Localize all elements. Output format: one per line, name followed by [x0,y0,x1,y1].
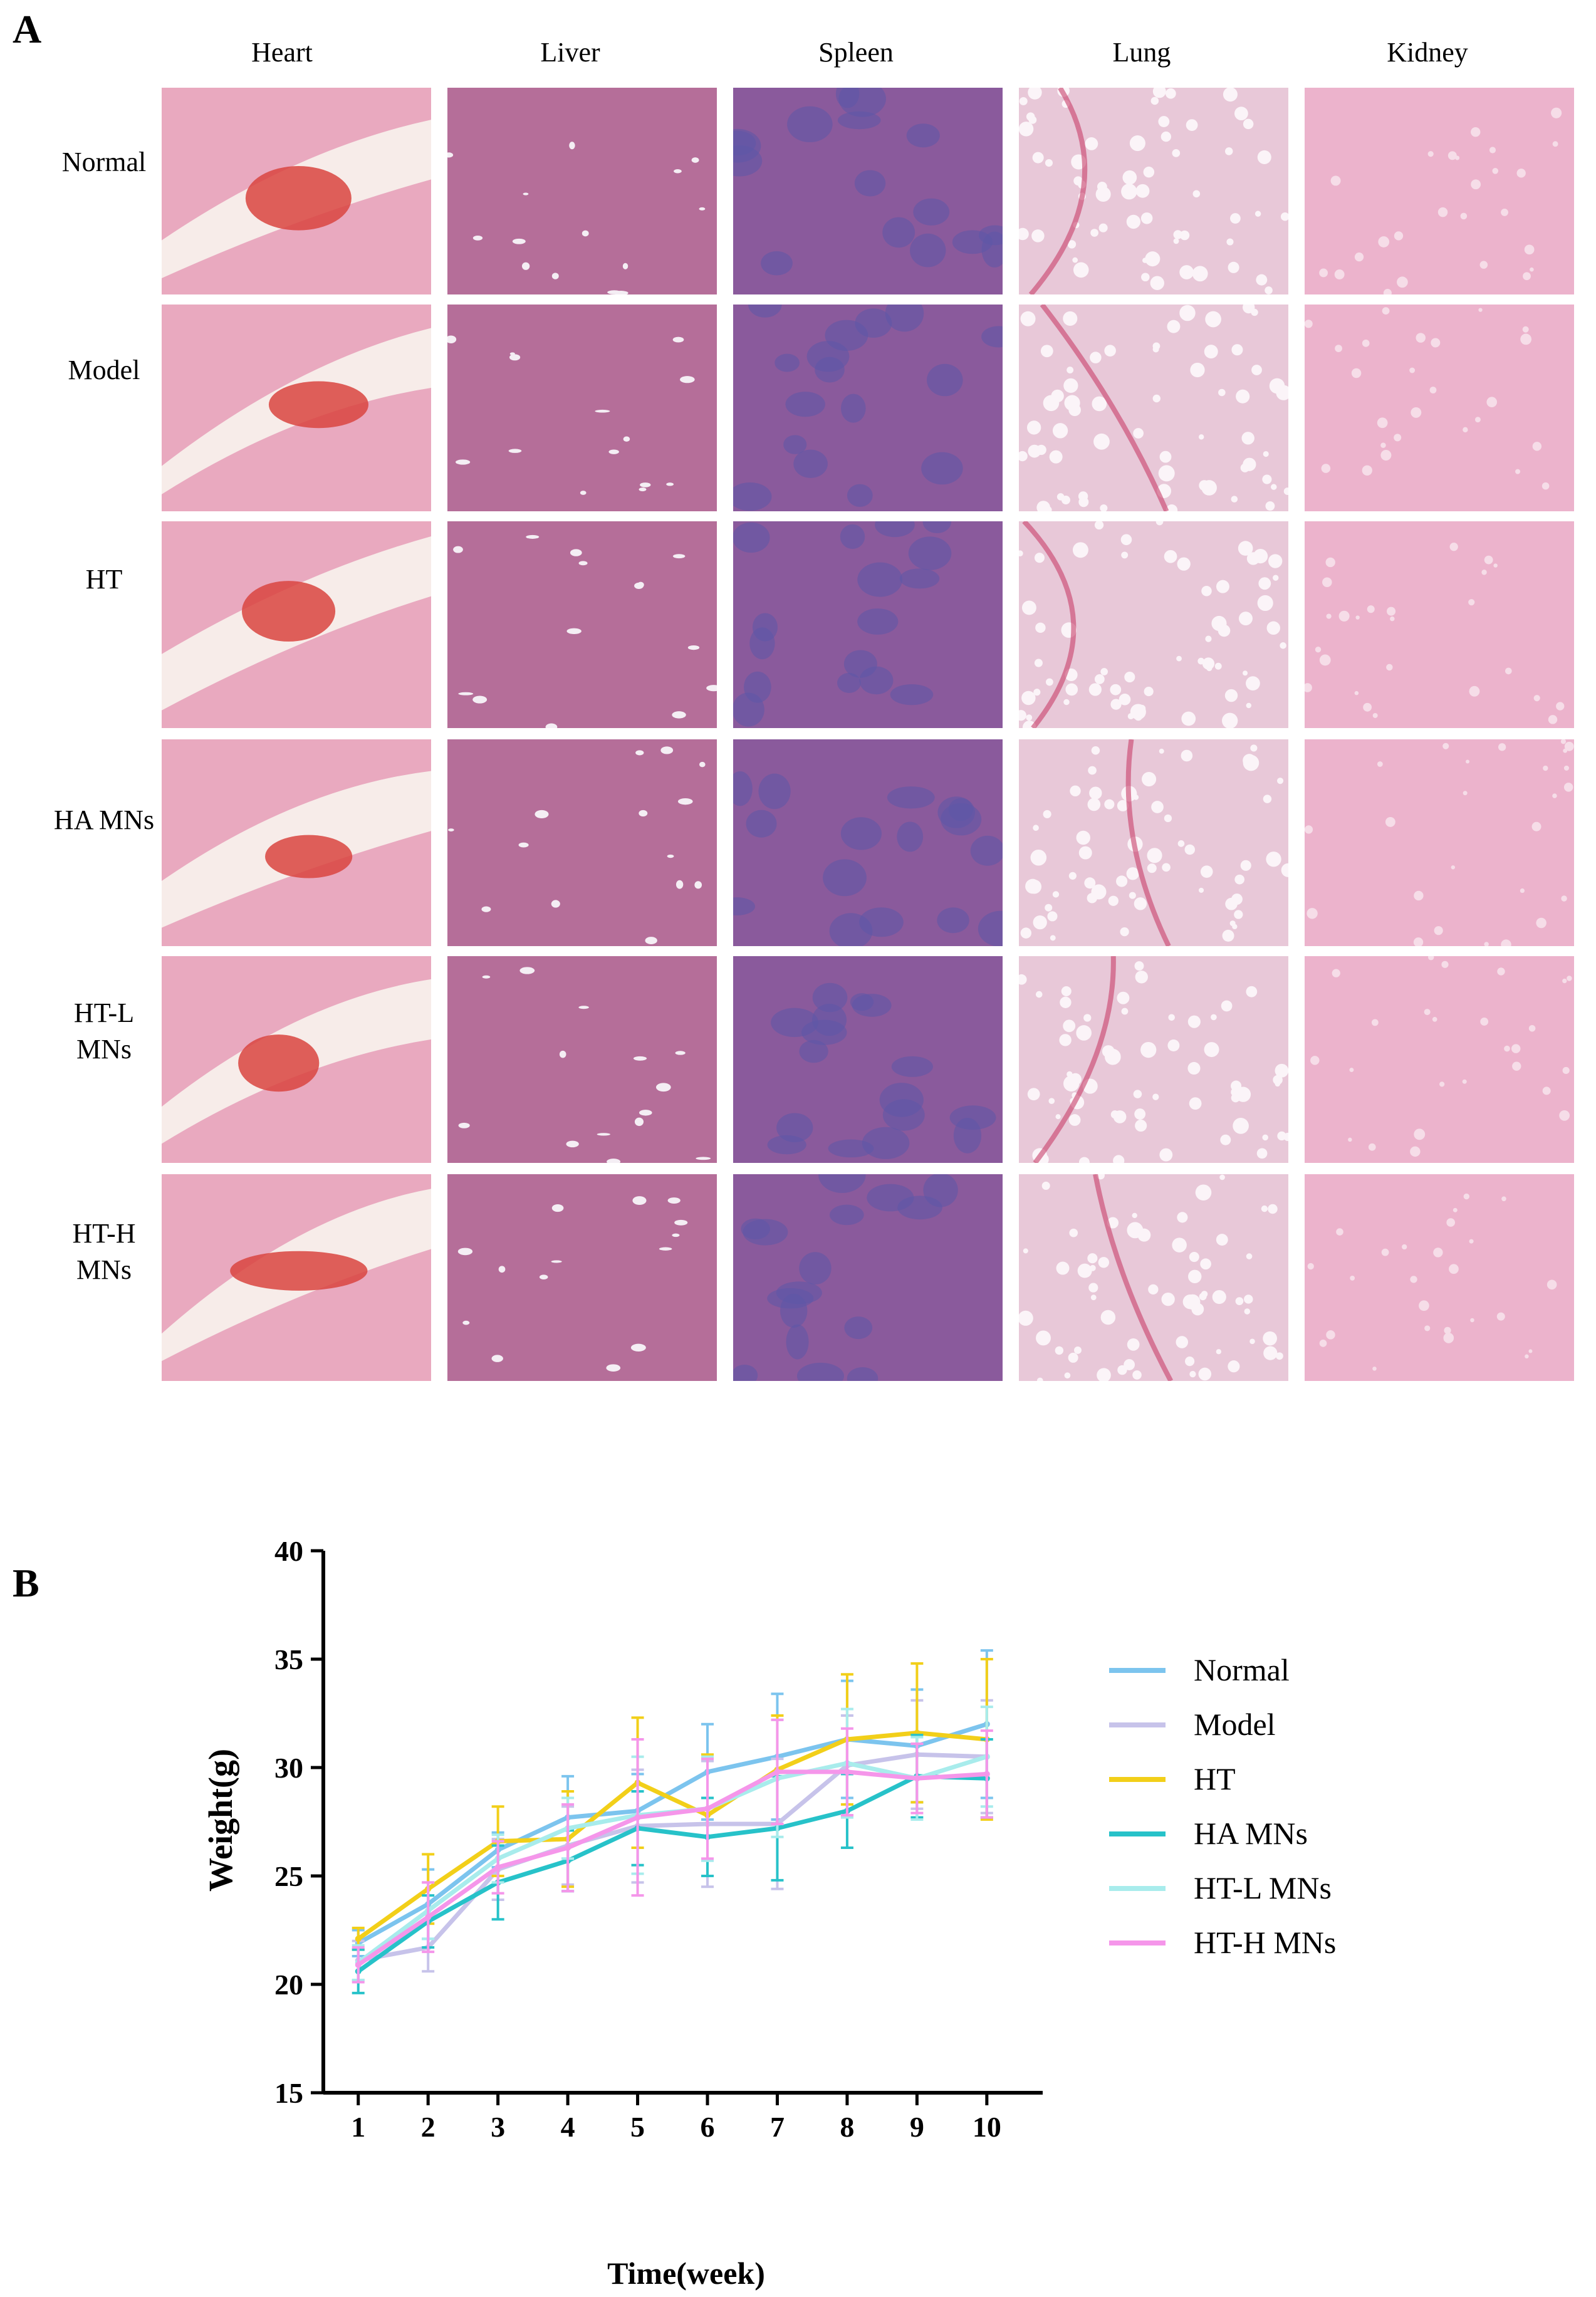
legend-item-normal: Normal [1109,1652,1290,1687]
x-tick-label: 5 [630,2111,645,2143]
tissue-tile-ha-mns-spleen [733,739,1003,946]
data-point [494,1864,501,1871]
tissue-tile-ha-mns-lung [1019,739,1288,946]
legend-label: HA MNs [1194,1816,1308,1851]
tissue-tile-model-liver [447,305,717,511]
data-point [634,1814,641,1821]
tissue-tile-ha-mns-kidney [1305,739,1574,946]
legend-label: HT-L MNs [1194,1870,1332,1905]
data-point [983,1771,990,1778]
tissue-tile-ht-lung [1019,521,1288,728]
row-label-normal: Normal [61,147,147,177]
row-label-ht-h-mns: HT-H MNs [72,1218,136,1285]
x-tick-label: 1 [351,2111,365,2143]
legend-label: Normal [1194,1652,1290,1687]
row-label-ht-l-mns: HT-L MNs [73,997,135,1065]
x-tick-label: 10 [973,2111,1001,2143]
tissue-tile-ha-mns-liver [447,739,717,946]
panel-b-label: B [13,1561,39,1605]
tissue-tile-ht-h-mns-spleen [733,1174,1003,1381]
data-point [843,1768,850,1775]
data-point [355,1935,362,1942]
tissue-tile-ht-heart [162,521,431,728]
data-point [774,1768,781,1775]
series-line [357,1722,988,1945]
series-ht-h-mns [352,1718,993,1984]
series-ht-l-mns [352,1706,993,1982]
tissue-tile-normal-heart [162,88,431,294]
tissue-tile-ht-kidney [1305,521,1574,728]
legend-label: HT-H MNs [1194,1925,1336,1960]
tissue-tile-normal-spleen [733,88,1003,294]
y-tick-label: 35 [274,1643,303,1675]
data-point [425,1914,432,1920]
tissue-tile-model-spleen [733,305,1003,511]
x-axis-label: Time(week) [607,2256,765,2291]
data-point [914,1775,921,1782]
data-point [565,1845,571,1852]
row-label-ha-mns: HA MNs [53,805,155,835]
x-tick-label: 7 [770,2111,785,2143]
legend-item-ha-mns: HA MNs [1109,1816,1308,1851]
tissue-tile-ht-spleen [733,521,1003,728]
tissue-tile-ht-h-mns-heart [162,1174,431,1381]
legend-item-ht: HT [1109,1761,1236,1796]
column-header-heart: Heart [251,37,313,68]
legend-item-ht-l-mns: HT-L MNs [1109,1870,1332,1905]
tissue-tile-ht-h-mns-kidney [1305,1174,1574,1381]
tissue-tile-ht-h-mns-lung [1019,1174,1288,1381]
y-tick-label: 25 [274,1860,303,1892]
y-tick-label: 40 [274,1535,303,1567]
series-line [358,1752,987,1963]
column-header-liver: Liver [540,37,600,68]
chart-series [352,1649,993,1994]
tissue-tile-ht-h-mns-liver [447,1174,717,1381]
column-header-lung: Lung [1112,37,1171,68]
x-tick-label: 6 [701,2111,715,2143]
column-header-kidney: Kidney [1387,37,1468,68]
chart-legend: Normal Model HT HA MNs HT-L MNs HT-H MNs [1109,1652,1336,1960]
tissue-tile-ht-l-mns-liver [447,956,717,1163]
tissue-tile-model-kidney [1305,305,1574,511]
tissue-tile-ht-l-mns-heart [162,956,431,1163]
legend-label: Model [1194,1707,1276,1742]
data-point [704,1805,711,1812]
tissue-tile-normal-kidney [1305,88,1574,294]
tissue-tile-model-heart [162,305,431,511]
y-tick-label: 20 [274,1969,303,2001]
tissue-tile-ht-l-mns-kidney [1305,956,1574,1163]
tissue-tile-normal-liver [447,88,717,294]
x-tick-label: 2 [421,2111,436,2143]
legend-item-model: Model [1109,1707,1276,1742]
y-tick-label: 15 [274,2077,303,2109]
legend-label: HT [1194,1761,1236,1796]
series-line [357,1769,988,1967]
series-line [357,1774,987,1974]
series-line [357,1731,988,1941]
tissue-tile-ht-l-mns-spleen [733,956,1003,1163]
panel-a-label: A [13,7,42,51]
tissue-tile-ht-l-mns-lung [1019,956,1288,1163]
legend-item-ht-h-mns: HT-H MNs [1109,1925,1336,1960]
y-tick-label: 30 [274,1752,303,1784]
row-label-ht: HT [85,564,123,595]
tissue-tile-ht-liver [447,521,717,728]
weight-line-chart: 15 20 25 30 35 40 1 2 3 4 5 6 7 8 9 10 Normal Model HT HA … [202,1535,1336,2291]
x-tick-label: 3 [491,2111,505,2143]
tissue-tile-normal-lung [1019,88,1288,294]
x-tick-label: 4 [561,2111,575,2143]
chart-axes: 15 20 25 30 35 40 1 2 3 4 5 6 7 8 9 10 [274,1535,1043,2143]
column-header-spleen: Spleen [818,37,894,68]
series-ht [352,1658,993,1951]
tissue-tile-ha-mns-heart [162,739,431,946]
data-point [355,1961,362,1968]
tissue-tile-model-lung [1019,305,1288,511]
x-tick-label: 8 [840,2111,854,2143]
y-axis-label: Weight(g) [202,1749,239,1892]
row-label-model: Model [68,355,140,385]
x-tick-label: 9 [910,2111,924,2143]
